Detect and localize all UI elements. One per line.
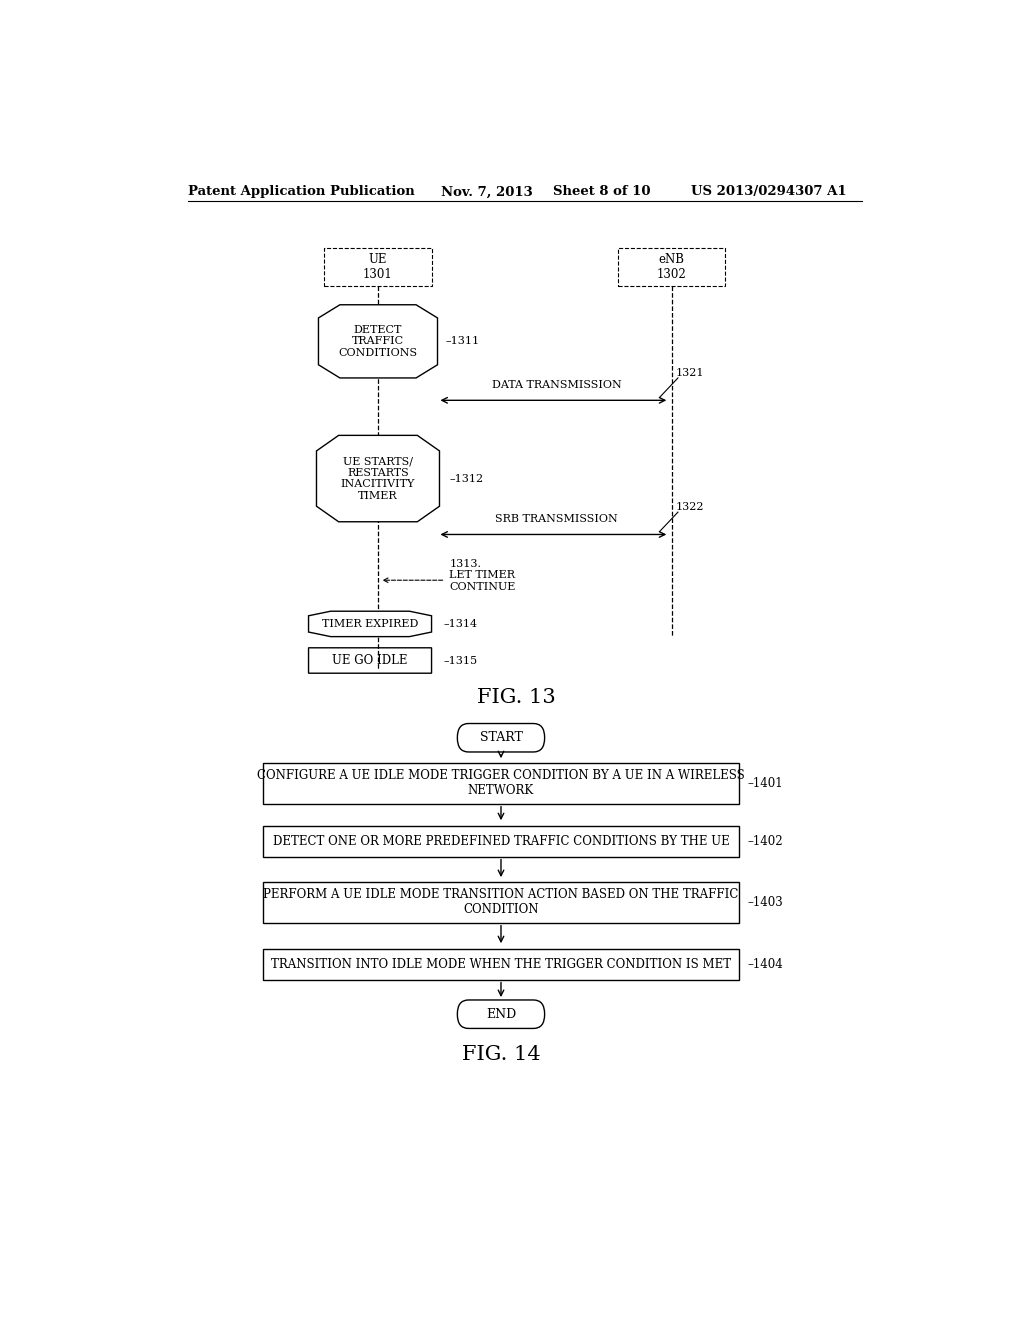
FancyBboxPatch shape bbox=[458, 1001, 545, 1028]
Text: –1403: –1403 bbox=[748, 896, 782, 909]
Polygon shape bbox=[318, 305, 437, 378]
FancyBboxPatch shape bbox=[618, 248, 725, 286]
Text: FIG. 14: FIG. 14 bbox=[462, 1045, 541, 1064]
Text: eNB
1302: eNB 1302 bbox=[656, 253, 686, 281]
Text: –1311: –1311 bbox=[445, 337, 479, 346]
Text: TRANSITION INTO IDLE MODE WHEN THE TRIGGER CONDITION IS MET: TRANSITION INTO IDLE MODE WHEN THE TRIGG… bbox=[271, 958, 731, 972]
Text: UE
1301: UE 1301 bbox=[364, 253, 393, 281]
FancyBboxPatch shape bbox=[263, 826, 739, 857]
Text: –1312: –1312 bbox=[450, 474, 483, 483]
FancyBboxPatch shape bbox=[263, 882, 739, 923]
Text: –1404: –1404 bbox=[748, 958, 782, 972]
Text: Patent Application Publication: Patent Application Publication bbox=[187, 185, 415, 198]
Polygon shape bbox=[308, 611, 431, 636]
Text: –1315: –1315 bbox=[443, 656, 477, 665]
FancyBboxPatch shape bbox=[458, 723, 545, 752]
Text: DETECT
TRAFFIC
CONDITIONS: DETECT TRAFFIC CONDITIONS bbox=[338, 325, 418, 358]
Text: TIMER EXPIRED: TIMER EXPIRED bbox=[322, 619, 418, 628]
Text: 1322: 1322 bbox=[676, 502, 705, 512]
Text: UE STARTS/
RESTARTS
INACITIVITY
TIMER: UE STARTS/ RESTARTS INACITIVITY TIMER bbox=[341, 457, 415, 502]
Text: FIG. 13: FIG. 13 bbox=[477, 688, 556, 706]
Text: Sheet 8 of 10: Sheet 8 of 10 bbox=[553, 185, 650, 198]
FancyBboxPatch shape bbox=[263, 949, 739, 979]
FancyBboxPatch shape bbox=[263, 763, 739, 804]
Text: Nov. 7, 2013: Nov. 7, 2013 bbox=[441, 185, 534, 198]
Text: –1402: –1402 bbox=[748, 836, 782, 847]
Text: UE GO IDLE: UE GO IDLE bbox=[333, 653, 408, 667]
FancyBboxPatch shape bbox=[325, 248, 431, 286]
Text: 1321: 1321 bbox=[676, 368, 705, 378]
Text: –1314: –1314 bbox=[443, 619, 477, 628]
Text: 1313.
LET TIMER
CONTINUE: 1313. LET TIMER CONTINUE bbox=[450, 558, 516, 591]
Text: –1401: –1401 bbox=[748, 777, 782, 789]
Text: START: START bbox=[479, 731, 522, 744]
Polygon shape bbox=[316, 436, 439, 521]
Text: US 2013/0294307 A1: US 2013/0294307 A1 bbox=[691, 185, 847, 198]
Text: PERFORM A UE IDLE MODE TRANSITION ACTION BASED ON THE TRAFFIC
CONDITION: PERFORM A UE IDLE MODE TRANSITION ACTION… bbox=[263, 888, 738, 916]
FancyBboxPatch shape bbox=[308, 648, 431, 673]
Text: END: END bbox=[485, 1007, 516, 1020]
Text: SRB TRANSMISSION: SRB TRANSMISSION bbox=[496, 515, 617, 524]
Text: DATA TRANSMISSION: DATA TRANSMISSION bbox=[492, 380, 622, 391]
Text: CONFIGURE A UE IDLE MODE TRIGGER CONDITION BY A UE IN A WIRELESS
NETWORK: CONFIGURE A UE IDLE MODE TRIGGER CONDITI… bbox=[257, 770, 744, 797]
Text: DETECT ONE OR MORE PREDEFINED TRAFFIC CONDITIONS BY THE UE: DETECT ONE OR MORE PREDEFINED TRAFFIC CO… bbox=[272, 836, 729, 847]
